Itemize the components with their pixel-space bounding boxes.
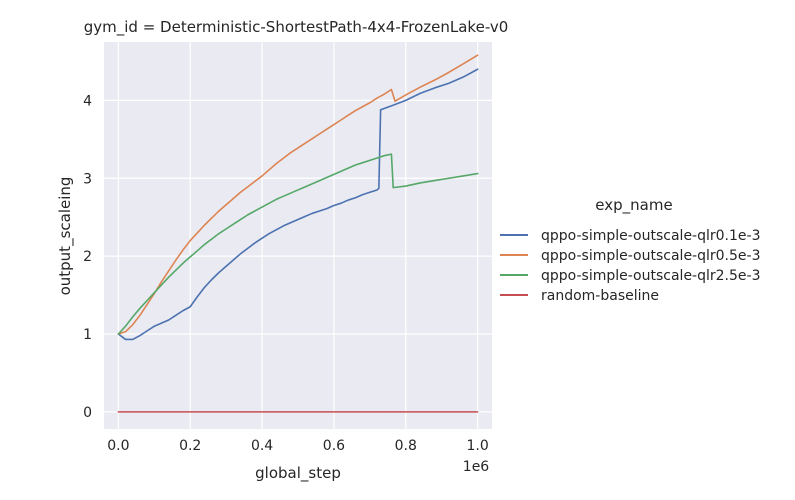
x-tick-label: 0.6	[323, 438, 345, 454]
plot-area	[104, 42, 492, 429]
x-tick-label: 0.4	[251, 438, 273, 454]
legend-label-1: qppo-simple-outscale-qlr0.5e-3	[541, 248, 760, 264]
y-tick-label: 0	[83, 405, 92, 421]
x-tick-label: 1.0	[466, 438, 488, 454]
x-tick-label: 0.2	[179, 438, 201, 454]
y-axis-label: output_scaleing	[56, 177, 75, 296]
x-tick-label: 0.0	[107, 438, 129, 454]
x-axis-offset-label: 1e6	[463, 459, 490, 475]
y-tick-label: 4	[83, 93, 92, 109]
y-tick-label: 1	[83, 327, 92, 343]
grid	[104, 42, 492, 429]
y-tick-label: 3	[83, 171, 92, 187]
legend-label-3: random-baseline	[541, 288, 659, 304]
tick-labels: 0.0 0.2 0.4 0.6 0.8 1.0 0 1 2 3 4	[83, 93, 489, 454]
series-line-1	[117, 54, 479, 335]
series-line-0	[117, 68, 479, 341]
chart-title: gym_id = Deterministic-ShortestPath-4x4-…	[84, 18, 509, 37]
x-tick-label: 0.8	[395, 438, 417, 454]
legend-label-2: qppo-simple-outscale-qlr2.5e-3	[541, 268, 760, 284]
legend: exp_name qppo-simple-outscale-qlr0.1e-3q…	[500, 196, 760, 304]
x-axis-label: global_step	[255, 464, 341, 483]
series-lines	[117, 54, 479, 413]
legend-title: exp_name	[595, 196, 672, 215]
legend-label-0: qppo-simple-outscale-qlr0.1e-3	[541, 228, 760, 244]
legend-items: qppo-simple-outscale-qlr0.1e-3 qppo-simpl…	[500, 228, 760, 304]
y-tick-label: 2	[83, 249, 92, 265]
series-line-2	[117, 153, 479, 335]
